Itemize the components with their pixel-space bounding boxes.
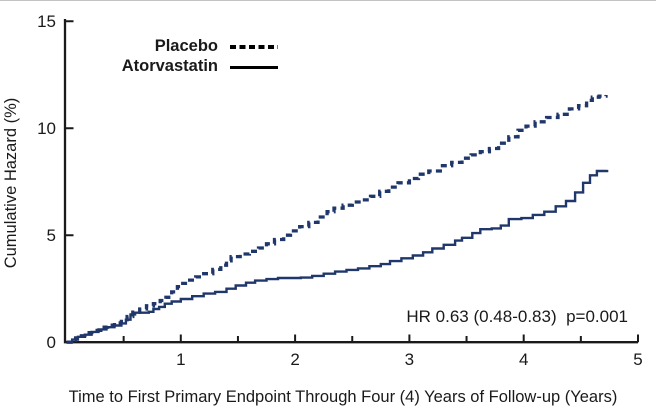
y-tick-label: 0: [46, 333, 56, 353]
x-tick-label: 5: [633, 350, 643, 369]
axes: [63, 19, 638, 344]
legend-label-atorvastatin: Atorvastatin: [121, 57, 218, 75]
x-tick-label: 1: [176, 350, 186, 369]
legend-solid-line-sample: [230, 66, 278, 69]
x-axis-ticks: [122, 334, 639, 343]
x-tick-label: 3: [404, 350, 415, 369]
x-axis-title: Time to First Primary Endpoint Through F…: [68, 388, 618, 406]
legend-label-placebo: Placebo: [154, 37, 218, 55]
y-axis-ticks: [65, 20, 74, 237]
x-tick-label: 4: [518, 350, 529, 369]
atorvastatin-curve: [66, 169, 609, 344]
y-tick-label: 10: [37, 119, 56, 139]
x-tick-label: 2: [290, 350, 300, 369]
placebo-curve: [66, 94, 608, 344]
legend-dashed-line-sample: [230, 45, 278, 49]
y-tick-label: 5: [46, 226, 56, 246]
hazard-ratio-annotation: HR 0.63 (0.48-0.83) p=0.001: [406, 307, 628, 326]
y-axis-title: Cumulative Hazard (%): [2, 97, 20, 269]
y-tick-label: 15: [37, 12, 56, 32]
